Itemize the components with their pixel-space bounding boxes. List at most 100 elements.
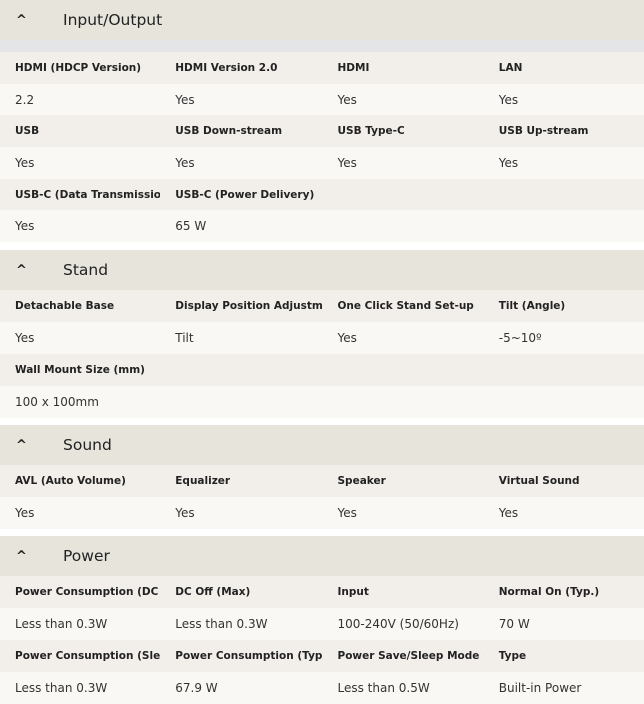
- spec-section-input-output: ^ Input/Output HDMI (HDCP Version) HDMI Ve…: [0, 0, 644, 251]
- spec-label-row: Power Consumption (Sleep Mode) Power Cons…: [0, 640, 644, 673]
- spec-label: Detachable Base: [15, 300, 115, 313]
- spec-label: HDMI: [337, 61, 370, 74]
- spec-value: Yes: [15, 506, 35, 521]
- spec-value: [160, 386, 322, 418]
- chevron-up-icon: ^: [16, 437, 27, 453]
- spec-section-power: ^ Power Power Consumption (DC Off) DC Off …: [0, 536, 644, 704]
- spec-value: Less than 0.3W: [15, 681, 108, 696]
- spec-value: [323, 386, 484, 418]
- spec-value: Yes: [337, 92, 357, 107]
- spec-value-row: 100 x 100mm: [0, 386, 644, 419]
- spec-label: LAN: [498, 61, 523, 74]
- spec-value-row: Yes 65 W: [0, 210, 644, 243]
- spec-value: Built-in Power: [498, 681, 582, 696]
- spec-value: Yes: [498, 155, 519, 170]
- spec-value: 70 W: [498, 617, 530, 632]
- spec-value: [484, 386, 644, 418]
- spec-label: Tilt (Angle): [498, 300, 566, 313]
- spec-value: 100 x 100mm: [15, 395, 99, 410]
- spec-value-row: Yes Tilt Yes -5~10º: [0, 322, 644, 355]
- section-title: Sound: [63, 436, 112, 455]
- spec-value: Yes: [15, 155, 35, 170]
- section-header-toggle[interactable]: ^ Power: [0, 536, 644, 577]
- spec-label: USB-C (Power Delivery): [175, 188, 315, 201]
- divider: [0, 418, 644, 426]
- spec-value: Less than 0.5W: [337, 681, 430, 696]
- spec-value: Yes: [337, 155, 357, 170]
- spec-label: DC Off (Max): [175, 586, 251, 599]
- spec-label: Normal On (Typ.): [498, 586, 600, 599]
- spec-label-row: Power Consumption (DC Off) DC Off (Max) In…: [0, 576, 644, 609]
- divider: [0, 529, 644, 537]
- spec-value: Less than 0.3W: [15, 617, 108, 632]
- spec-label-row: USB-C (Data Transmission) USB-C (Power De…: [0, 178, 644, 211]
- spec-label: One Click Stand Set-up: [337, 300, 474, 313]
- divider: [0, 40, 644, 52]
- spec-label-row: HDMI (HDCP Version) HDMI Version 2.0 HDMI L…: [0, 52, 644, 84]
- spec-label: Power Consumption (Typ.): [175, 650, 323, 663]
- spec-label-row: Detachable Base Display Position Adjustme…: [0, 290, 644, 323]
- spec-value: -5~10º: [498, 331, 542, 346]
- section-title: Power: [63, 547, 110, 566]
- spec-value: Yes: [15, 331, 35, 346]
- spec-value: 2.2: [15, 92, 35, 107]
- spec-label: AVL (Auto Volume): [15, 475, 126, 488]
- spec-label: USB: [15, 125, 40, 138]
- spec-value: [484, 210, 644, 242]
- spec-value: Yes: [337, 331, 357, 346]
- spec-value: Yes: [175, 506, 195, 521]
- spec-value: 67.9 W: [175, 681, 218, 696]
- spec-label-row: USB USB Down-stream USB Type-C USB Up-strea…: [0, 115, 644, 148]
- spec-value: Less than 0.3W: [175, 617, 268, 632]
- divider: [0, 242, 644, 251]
- spec-value: Yes: [498, 506, 519, 521]
- spec-label: Wall Mount Size (mm): [15, 364, 145, 377]
- chevron-up-icon: ^: [16, 12, 27, 28]
- spec-value-row: Yes Yes Yes Yes: [0, 147, 644, 179]
- spec-label: USB-C (Data Transmission): [15, 188, 161, 201]
- spec-value: Yes: [337, 506, 357, 521]
- spec-value: Yes: [15, 219, 35, 234]
- spec-value: Yes: [175, 92, 195, 107]
- spec-label: Power Consumption (Sleep Mode): [15, 650, 161, 663]
- spec-value-row: Less than 0.3W 67.9 W Less than 0.5W Built-…: [0, 672, 644, 704]
- spec-value: [323, 210, 484, 242]
- spec-label: Input: [337, 586, 369, 599]
- spec-label: [484, 179, 644, 211]
- chevron-up-icon: ^: [16, 548, 27, 564]
- spec-label: USB Type-C: [337, 125, 405, 138]
- spec-value-row: 2.2 Yes Yes Yes: [0, 83, 644, 116]
- spec-label: USB Up-stream: [498, 125, 589, 138]
- spec-value-row: Less than 0.3W Less than 0.3W 100-240V (50…: [0, 608, 644, 641]
- spec-value: 65 W: [175, 219, 207, 234]
- section-title: Input/Output: [63, 11, 163, 29]
- spec-label: Power Consumption (DC Off): [15, 586, 160, 599]
- spec-value: Yes: [175, 155, 195, 170]
- spec-value: Tilt: [175, 331, 194, 346]
- spec-label: HDMI Version 2.0: [175, 61, 278, 74]
- spec-label: Display Position Adjustment:: [175, 300, 323, 313]
- spec-label: [323, 179, 484, 211]
- spec-value: 100-240V (50/60Hz): [337, 617, 459, 632]
- spec-label: Virtual Sound: [498, 475, 580, 488]
- section-title: Stand: [63, 261, 109, 280]
- spec-label: [484, 354, 644, 386]
- section-header-toggle[interactable]: ^ Sound: [0, 425, 644, 466]
- section-header-toggle[interactable]: ^ Stand: [0, 250, 644, 291]
- spec-label: HDMI (HDCP Version): [15, 61, 142, 74]
- spec-label: [323, 354, 484, 386]
- spec-label: Speaker: [337, 475, 386, 488]
- spec-label: [160, 354, 322, 386]
- spec-label: Equalizer: [175, 475, 231, 488]
- spec-label: Type: [498, 650, 527, 663]
- spec-value-row: Yes Yes Yes Yes: [0, 497, 644, 530]
- spec-label-row: Wall Mount Size (mm): [0, 354, 644, 387]
- chevron-up-icon: ^: [16, 262, 27, 278]
- spec-label: Power Save/Sleep Mode (Max): [337, 650, 484, 663]
- section-header-toggle[interactable]: ^ Input/Output: [0, 0, 644, 40]
- spec-value: Yes: [498, 92, 519, 107]
- spec-section-stand: ^ Stand Detachable Base Display Position A…: [0, 250, 644, 426]
- spec-label: USB Down-stream: [175, 125, 283, 138]
- spec-section-sound: ^ Sound AVL (Auto Volume) Equalizer Speaker…: [0, 425, 644, 537]
